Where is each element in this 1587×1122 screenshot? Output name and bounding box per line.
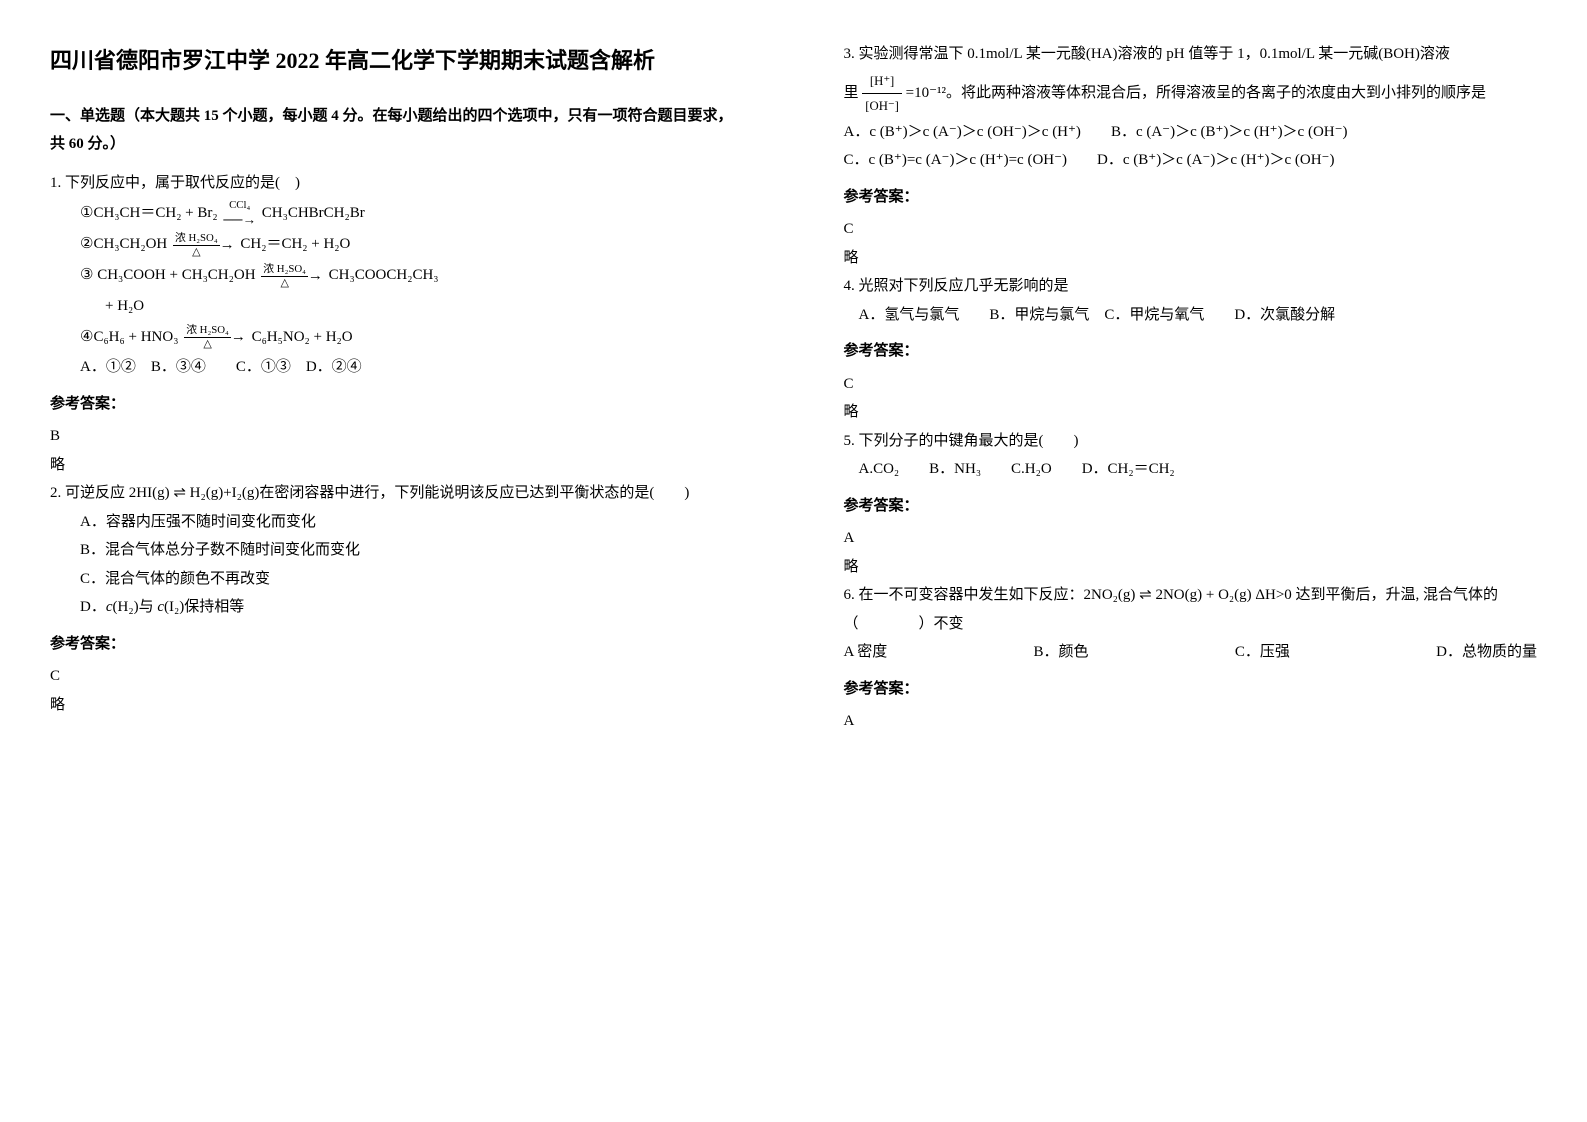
question-4: 4. 光照对下列反应几乎无影响的是 A．氢气与氯气 B．甲烷与氯气 C．甲烷与氧…	[844, 272, 1538, 329]
q4-note: 略	[844, 398, 1538, 427]
q3-note: 略	[844, 244, 1538, 273]
q6-opt-a: A 密度	[844, 638, 888, 667]
q2-optd-b: (H₂)与	[113, 599, 158, 615]
q2-opt-d: D．c(H₂)与 c(I₂)保持相等	[50, 593, 744, 622]
q6-answer: A	[844, 707, 1538, 736]
q6-opt-d: D．总物质的量	[1436, 638, 1537, 667]
q5-note: 略	[844, 553, 1538, 582]
q6-stem: 6. 在一不可变容器中发生如下反应：2NO₂(g) ⇌ 2NO(g) + O₂(…	[844, 581, 1538, 638]
q3-options-row1: A．c (B⁺)＞c (A⁻)＞c (OH⁻)＞c (H⁺) B．c (A⁻)＞…	[844, 118, 1538, 147]
question-3: 3. 实验测得常温下 0.1mol/L 某一元酸(HA)溶液的 pH 值等于 1…	[844, 40, 1538, 175]
fraction-icon: [H⁺] [OH⁻]	[862, 69, 902, 118]
q3-stem2: 里 [H⁺] [OH⁻] =10⁻¹²。将此两种溶液等体积混合后，所得溶液呈的各…	[844, 69, 1538, 118]
q1-f2-bot: △	[173, 246, 220, 259]
arrow-icon: 浓 H₂SO₄ △ →	[261, 262, 323, 291]
q1-f3-top: 浓 H₂SO₄	[261, 263, 308, 277]
q1-f1-b: CH₃CHBrCH₂Br	[262, 205, 365, 221]
question-5: 5. 下列分子的中键角最大的是( ) A.CO₂ B．NH₃ C.H₂O D．C…	[844, 427, 1538, 484]
question-6: 6. 在一不可变容器中发生如下反应：2NO₂(g) ⇌ 2NO(g) + O₂(…	[844, 581, 1538, 667]
q6-opt-b: B．颜色	[1034, 638, 1089, 667]
q2-optd-c: (I₂)保持相等	[164, 599, 244, 615]
q1-note: 略	[50, 451, 744, 480]
question-1: 1. 下列反应中，属于取代反应的是( ) ①CH₃CH＝CH₂ + Br₂ CC…	[50, 169, 744, 382]
q1-formula-4: ④C₆H₆ + HNO₃ 浓 H₂SO₄ △ → C₆H₅NO₂ + H₂O	[50, 323, 744, 352]
answer-label: 参考答案：	[844, 492, 1538, 521]
q1-stem: 1. 下列反应中，属于取代反应的是( )	[50, 169, 744, 198]
q1-f4-top: 浓 H₂SO₄	[184, 324, 231, 338]
section-header: 一、单选题（本大题共 15 个小题，每小题 4 分。在每小题给出的四个选项中，只…	[50, 102, 744, 159]
answer-label: 参考答案：	[844, 183, 1538, 212]
q5-options: A.CO₂ B．NH₃ C.H₂O D．CH₂＝CH₂	[844, 455, 1538, 484]
q3-stem2a: 里	[844, 85, 859, 101]
q5-answer: A	[844, 524, 1538, 553]
q3-opt-b: B．c (A⁻)＞c (B⁺)＞c (H⁺)＞c (OH⁻)	[1111, 118, 1348, 147]
q3-answer: C	[844, 215, 1538, 244]
q3-stem2b: =10⁻¹²。将此两种溶液等体积混合后，所得溶液呈的各离子的浓度由大到小排列的顺…	[906, 85, 1486, 101]
q2-stem-a: 2. 可逆反应 2HI(g)	[50, 485, 170, 501]
q1-f3-a: ③ CH₃COOH + CH₃CH₂OH	[80, 267, 256, 283]
q3-stem1: 3. 实验测得常温下 0.1mol/L 某一元酸(HA)溶液的 pH 值等于 1…	[844, 40, 1538, 69]
right-column: 3. 实验测得常温下 0.1mol/L 某一元酸(HA)溶液的 pH 值等于 1…	[794, 0, 1587, 1122]
q1-options: A．①② B．③④ C．①③ D．②④	[50, 353, 744, 382]
q3-opt-c: C．c (B⁺)=c (A⁻)＞c (H⁺)=c (OH⁻)	[844, 146, 1068, 175]
q1-f2-top: 浓 H₂SO₄	[173, 232, 220, 246]
q4-stem: 4. 光照对下列反应几乎无影响的是	[844, 272, 1538, 301]
left-column: 四川省德阳市罗江中学 2022 年高二化学下学期期末试题含解析 一、单选题（本大…	[0, 0, 794, 1122]
q4-options: A．氢气与氯气 B．甲烷与氯气 C．甲烷与氧气 D．次氯酸分解	[844, 301, 1538, 330]
q1-f4-bot: △	[184, 338, 231, 351]
q2-opt-a: A．容器内压强不随时间变化而变化	[50, 508, 744, 537]
q1-f4-b: C₆H₅NO₂ + H₂O	[252, 329, 353, 345]
q1-f3-b: CH₃COOCH₂CH₃	[329, 267, 439, 283]
q1-formula-3: ③ CH₃COOH + CH₃CH₂OH 浓 H₂SO₄ △ → CH₃COOC…	[50, 261, 744, 290]
q2-optd-c1: c	[106, 599, 113, 615]
q1-formula-2: ②CH₃CH₂OH 浓 H₂SO₄ △ → CH₂＝CH₂ + H₂O	[50, 230, 744, 259]
q2-answer: C	[50, 662, 744, 691]
arrow-icon: 浓 H₂SO₄ △ →	[173, 231, 235, 260]
q1-answer: B	[50, 422, 744, 451]
q2-note: 略	[50, 691, 744, 720]
q1-f3-bot: △	[261, 277, 308, 290]
equilibrium-arrow-icon: ⇌	[170, 485, 190, 501]
q3-opt-d: D．c (B⁺)＞c (A⁻)＞c (H⁺)＞c (OH⁻)	[1097, 146, 1334, 175]
q6-opt-c: C．压强	[1235, 638, 1290, 667]
q3-frac-top: [H⁺]	[862, 69, 902, 94]
arrow-icon: CCl₄──→	[223, 199, 256, 228]
q3-opt-a: A．c (B⁺)＞c (A⁻)＞c (OH⁻)＞c (H⁺)	[844, 118, 1081, 147]
q2-stem-b: H₂(g)+I₂(g)在密闭容器中进行，下列能说明该反应已达到平衡状态的是( )	[190, 485, 690, 501]
answer-label: 参考答案：	[844, 337, 1538, 366]
q3-options-row2: C．c (B⁺)=c (A⁻)＞c (H⁺)=c (OH⁻) D．c (B⁺)＞…	[844, 146, 1538, 175]
q2-optd-c2: c	[157, 599, 164, 615]
answer-label: 参考答案：	[844, 675, 1538, 704]
document-title: 四川省德阳市罗江中学 2022 年高二化学下学期期末试题含解析	[50, 40, 744, 82]
arrow-icon: 浓 H₂SO₄ △ →	[184, 323, 246, 352]
answer-label: 参考答案：	[50, 630, 744, 659]
question-2: 2. 可逆反应 2HI(g) ⇌ H₂(g)+I₂(g)在密闭容器中进行，下列能…	[50, 479, 744, 622]
q2-opt-b: B．混合气体总分子数不随时间变化而变化	[50, 536, 744, 565]
q1-f1-a: ①CH₃CH＝CH₂ + Br₂	[80, 205, 218, 221]
q1-f1-cond: CCl₄	[223, 199, 256, 212]
q5-stem: 5. 下列分子的中键角最大的是( )	[844, 427, 1538, 456]
q1-f3-c: + H₂O	[50, 292, 744, 321]
q4-answer: C	[844, 370, 1538, 399]
q6-options: A 密度 B．颜色 C．压强 D．总物质的量	[844, 638, 1538, 667]
q3-frac-bot: [OH⁻]	[862, 94, 902, 118]
q1-f4-a: ④C₆H₆ + HNO₃	[80, 329, 178, 345]
q1-f2-a: ②CH₃CH₂OH	[80, 236, 167, 252]
answer-label: 参考答案：	[50, 390, 744, 419]
q1-formula-1: ①CH₃CH＝CH₂ + Br₂ CCl₄──→ CH₃CHBrCH₂Br	[50, 199, 744, 228]
q1-f2-b: CH₂＝CH₂ + H₂O	[240, 236, 350, 252]
q2-optd-a: D．	[80, 599, 106, 615]
q2-opt-c: C．混合气体的颜色不再改变	[50, 565, 744, 594]
